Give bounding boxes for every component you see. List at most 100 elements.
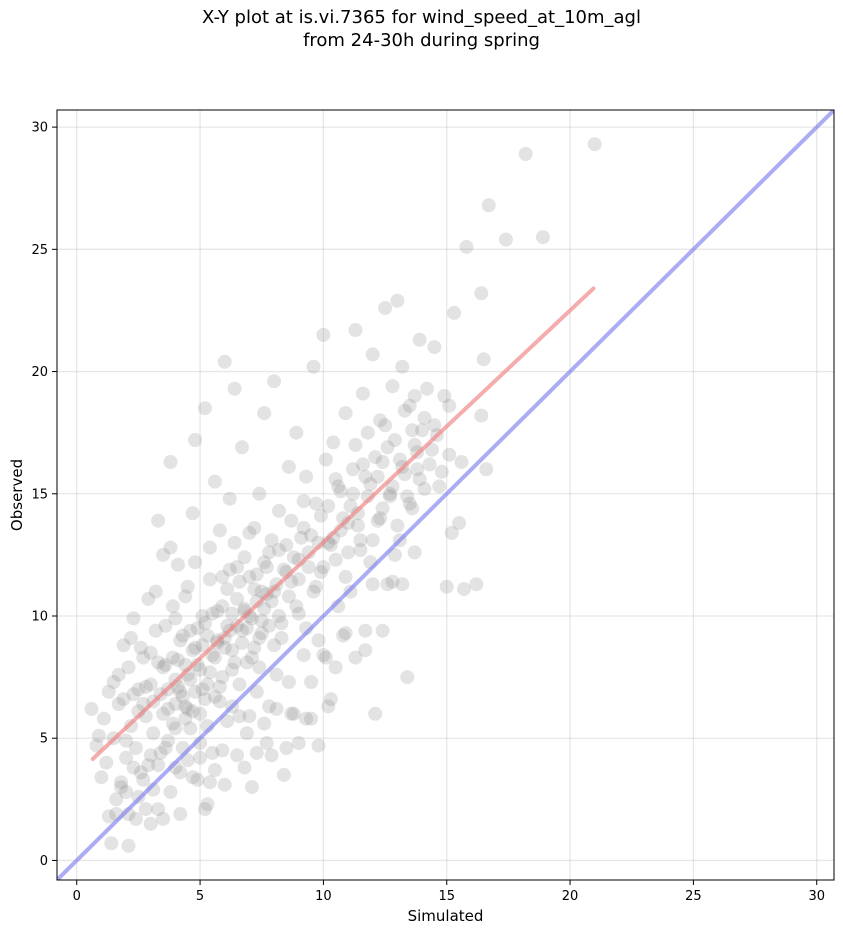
- scatter-point: [232, 574, 247, 589]
- scatter-point: [365, 577, 380, 592]
- scatter-point: [230, 748, 245, 763]
- scatter-point: [432, 479, 447, 494]
- scatter-point: [141, 758, 156, 773]
- scatter-point: [375, 623, 390, 638]
- scatter-point: [355, 457, 370, 472]
- scatter-point: [133, 640, 148, 655]
- scatter-point: [385, 574, 400, 589]
- scatter-point: [306, 584, 321, 599]
- scatter-point: [121, 660, 136, 675]
- scatter-point: [193, 750, 208, 765]
- scatter-point: [368, 706, 383, 721]
- scatter-point: [163, 785, 178, 799]
- scatter-point: [309, 579, 323, 594]
- scatter-point: [313, 508, 328, 523]
- scatter-point: [412, 332, 427, 347]
- scatter-point: [518, 147, 533, 161]
- reference-lines: [57, 110, 834, 880]
- scatter-point: [442, 447, 457, 462]
- scatter-point: [316, 327, 331, 342]
- scatter-point: [205, 606, 220, 621]
- scatter-point: [370, 469, 385, 484]
- scatter-point: [178, 589, 193, 604]
- scatter-point: [301, 545, 316, 560]
- scatter-point: [153, 745, 168, 760]
- scatter-point: [323, 538, 338, 553]
- scatter-point: [106, 675, 121, 689]
- scatter-point: [190, 772, 205, 787]
- scatter-point: [405, 423, 420, 438]
- scatter-point: [346, 486, 360, 501]
- scatter-point: [299, 469, 314, 484]
- scatter-point: [175, 689, 190, 704]
- scatter-point: [138, 679, 153, 694]
- scatter-point: [316, 648, 331, 663]
- scatter-point: [156, 706, 171, 721]
- scatter-point: [254, 626, 269, 641]
- scatter-point: [469, 577, 484, 592]
- scatter-point: [272, 503, 286, 518]
- scatter-point: [202, 540, 217, 555]
- x-tick-label: 15: [438, 889, 455, 904]
- scatter-point: [217, 777, 232, 792]
- scatter-point: [232, 709, 247, 724]
- scatter-point: [417, 481, 432, 496]
- scatter-point: [188, 555, 203, 570]
- scatter-point: [161, 733, 175, 748]
- scatter-point: [479, 462, 494, 477]
- scatter-point: [215, 569, 230, 584]
- scatter-point: [481, 198, 496, 213]
- scatter-point: [242, 569, 257, 584]
- scatter-point: [407, 389, 422, 403]
- scatter-point: [390, 518, 405, 533]
- scatter-point: [185, 704, 200, 719]
- scatter-point: [237, 550, 252, 565]
- scatter-point: [299, 711, 314, 726]
- scatter-point: [291, 606, 306, 621]
- scatter-point: [358, 623, 373, 638]
- scatter-point: [247, 640, 262, 655]
- scatter-point: [360, 425, 375, 440]
- scatter-point: [355, 386, 370, 401]
- scatter-point: [235, 623, 249, 638]
- scatter-point: [96, 711, 111, 726]
- scatter-point: [267, 584, 282, 599]
- scatter-point: [198, 616, 212, 631]
- y-axis-ticks: 0 5 10 15 20 25 30: [31, 121, 57, 869]
- scatter-point: [313, 565, 328, 579]
- scatter-point: [338, 626, 353, 641]
- scatter-point: [183, 623, 198, 638]
- scatter-point: [249, 684, 264, 699]
- scatter-point: [202, 775, 217, 790]
- scatter-point: [412, 472, 427, 487]
- scatter-point: [235, 635, 249, 650]
- scatter-point: [178, 699, 193, 714]
- scatter-point: [321, 699, 336, 714]
- scatter-point: [193, 706, 208, 721]
- scatter-point: [274, 631, 289, 645]
- scatter-point: [165, 650, 180, 665]
- scatter-point: [358, 469, 373, 484]
- scatter-point: [161, 701, 175, 716]
- scatter-point: [400, 670, 415, 685]
- scatter-point: [434, 464, 449, 479]
- scatter-point: [136, 650, 151, 665]
- scatter-point: [267, 374, 282, 389]
- scatter-point: [165, 716, 180, 731]
- scatter-point: [207, 474, 222, 489]
- scatter-point: [170, 557, 185, 572]
- scatter-point: [276, 767, 291, 782]
- scatter-point: [109, 792, 124, 807]
- scatter-point: [400, 489, 415, 504]
- scatter-point: [133, 765, 148, 780]
- x-axis-label: Simulated: [408, 907, 484, 925]
- scatter-point: [198, 401, 212, 416]
- scatter-point: [205, 745, 220, 760]
- scatter-point: [244, 780, 259, 795]
- scatter-point: [126, 760, 141, 775]
- scatter-point: [146, 726, 161, 741]
- scatter-point: [474, 286, 489, 301]
- scatter-point: [156, 660, 171, 675]
- plot-frame: [56, 109, 835, 881]
- scatter-point: [281, 589, 296, 604]
